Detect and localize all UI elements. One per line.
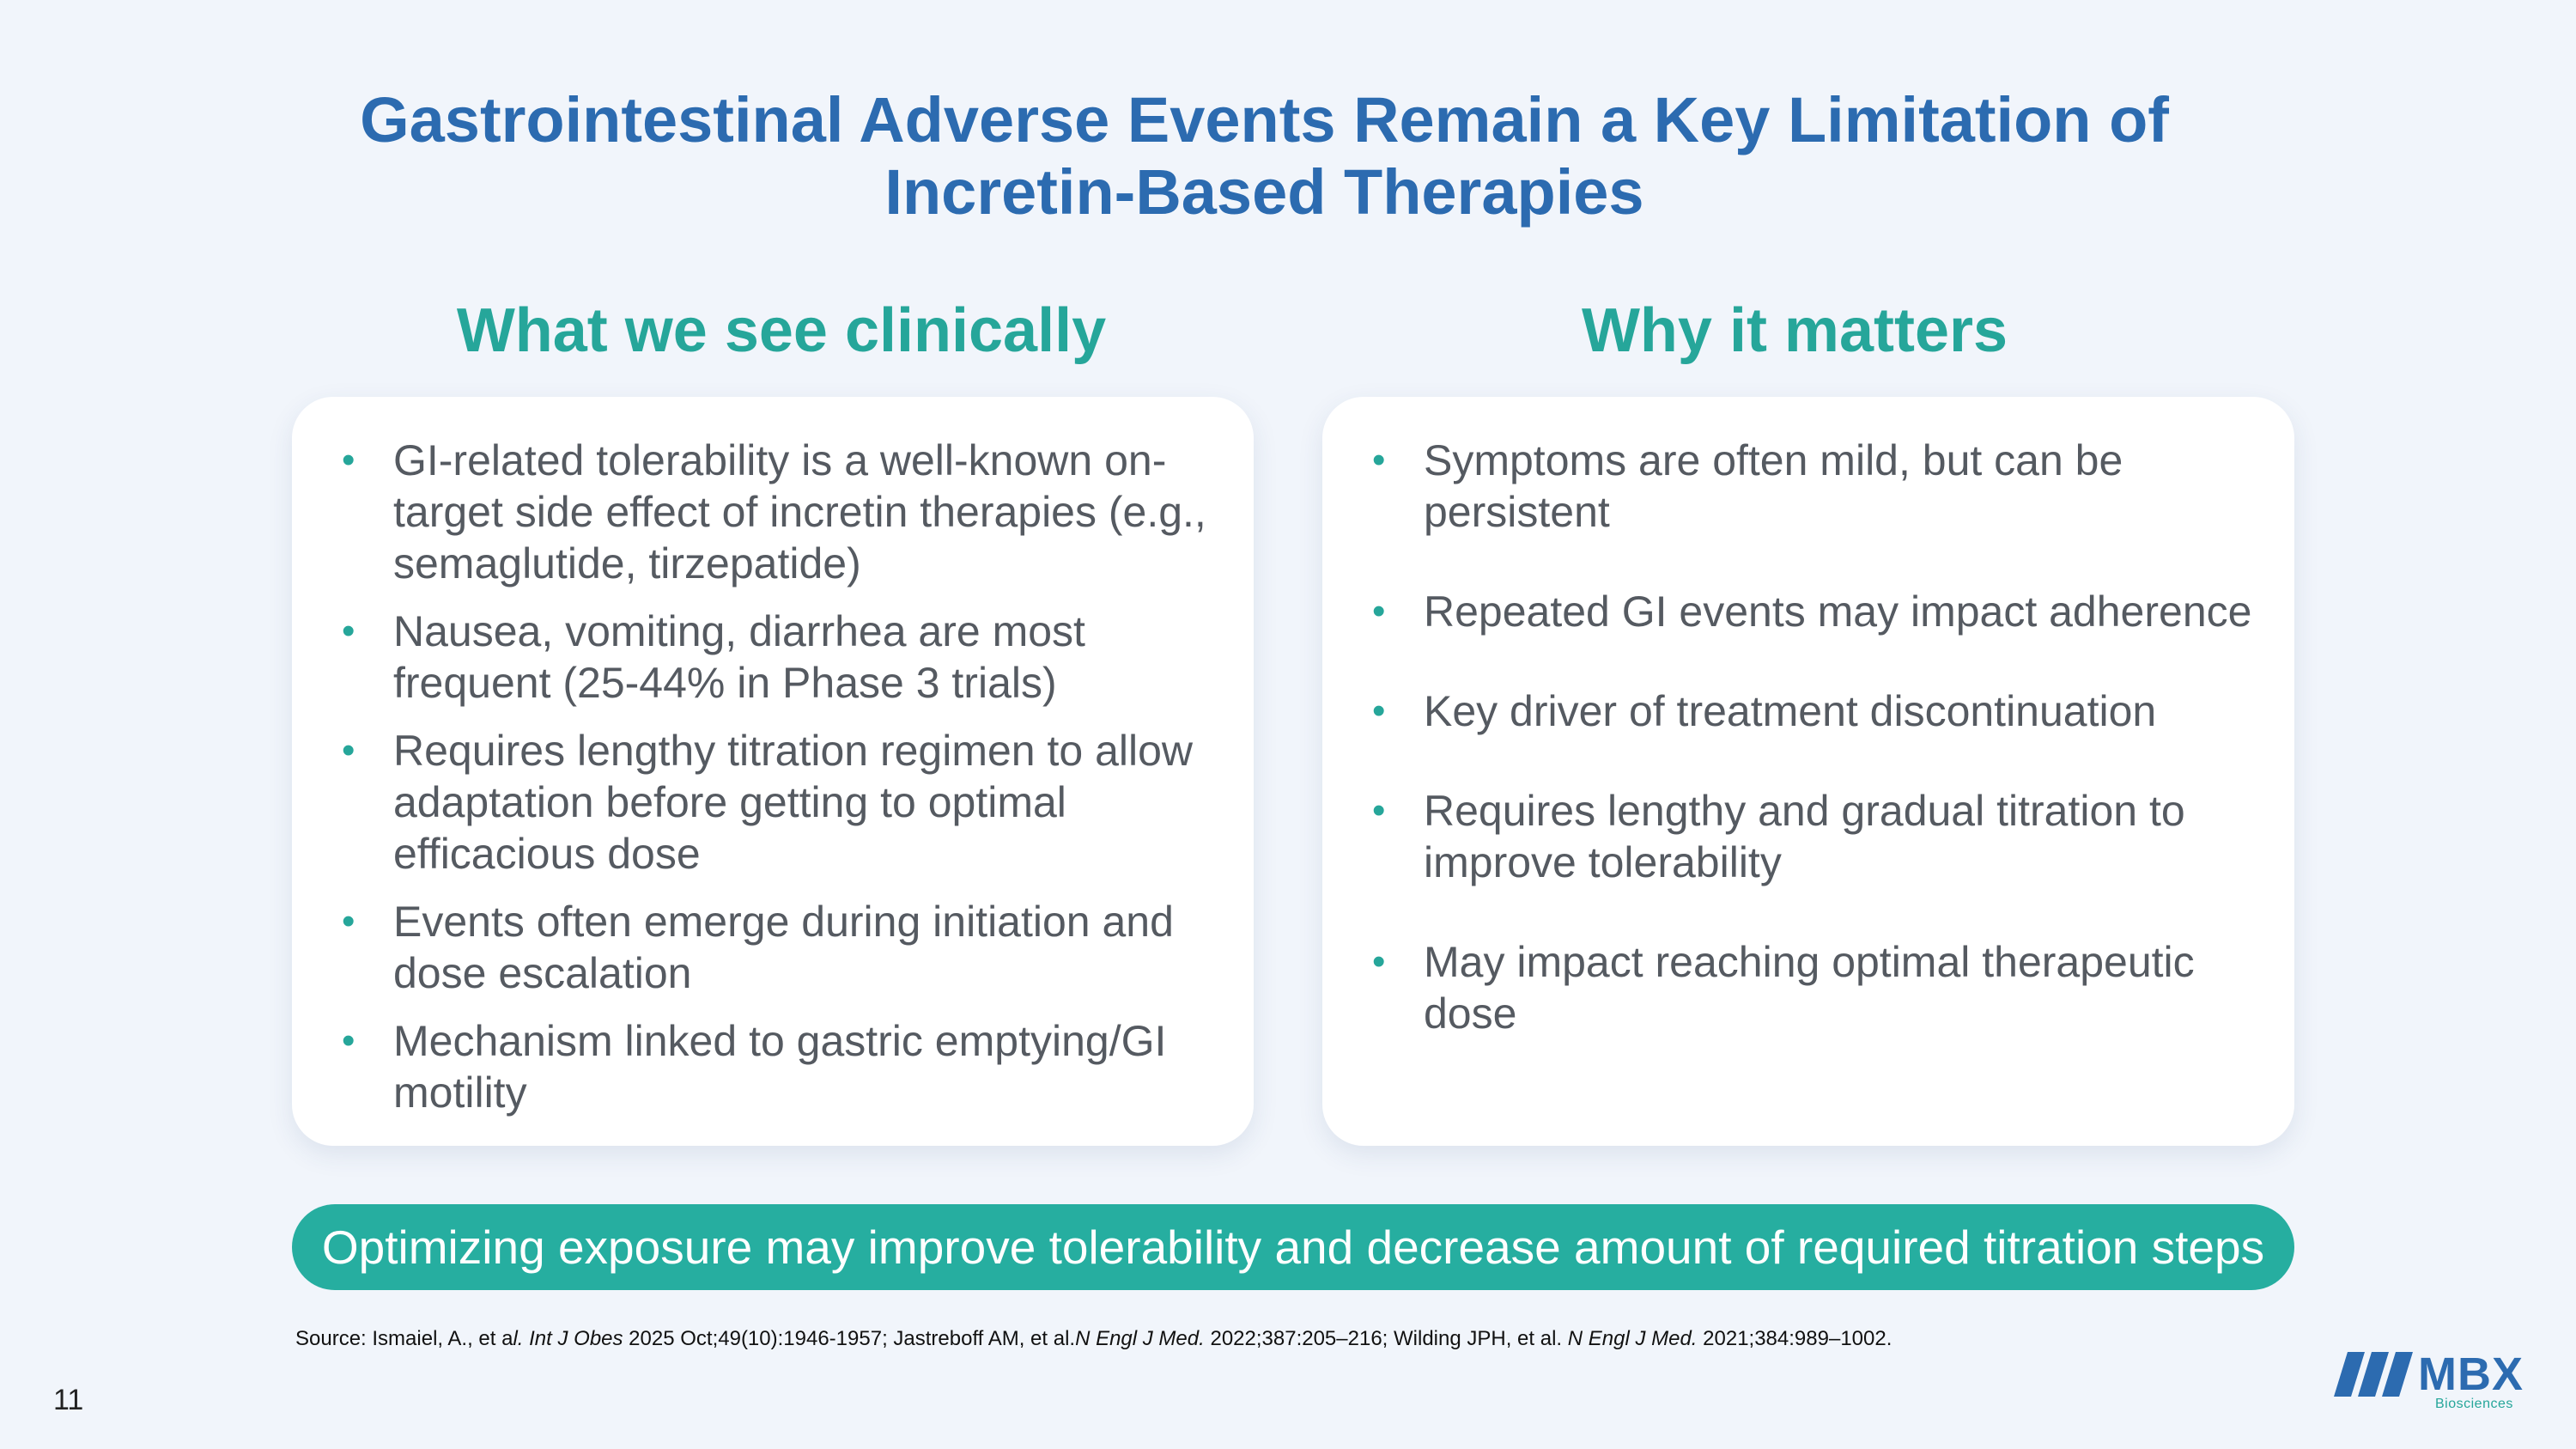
bullet-icon: • (1372, 590, 1386, 632)
bullet-icon: • (1372, 690, 1386, 732)
bullet-icon: • (1372, 439, 1386, 481)
bullet-text: Symptoms are often mild, but can be pers… (1424, 436, 2123, 536)
bullet-icon: • (342, 729, 355, 771)
page-number: 11 (53, 1384, 84, 1416)
slide-title-line-1: Gastrointestinal Adverse Events Remain a… (360, 84, 2169, 155)
why-it-matters-list: • Symptoms are often mild, but can be per… (1372, 435, 2260, 1039)
list-item: • Symptoms are often mild, but can be per… (1372, 435, 2260, 538)
company-logo: MBX Biosciences (2334, 1349, 2533, 1412)
bullet-icon: • (1372, 789, 1386, 831)
source-l-char: l. (513, 1327, 524, 1350)
source-prefix: Source: Ismaiel, A., et a (295, 1327, 513, 1350)
bullet-text: Requires lengthy titration regimen to al… (393, 727, 1194, 878)
bullet-text: GI-related tolerability is a well-known … (393, 436, 1206, 588)
list-item: • May impact reaching optimal therapeutic… (1372, 936, 2260, 1039)
slide-title-line-2: Incretin-Based Therapies (884, 156, 1644, 228)
bullet-text: Events often emerge during initiation an… (393, 898, 1174, 997)
list-item: • Requires lengthy titration regimen to a… (342, 725, 1219, 880)
bullet-text: Requires lengthy and gradual titration t… (1424, 787, 2185, 886)
clinical-observations-list: • GI-related tolerability is a well-known… (342, 435, 1219, 1118)
journal-name: N Engl J Med. (1075, 1327, 1205, 1350)
slide-title: Gastrointestinal Adverse Events Remain a… (172, 84, 2357, 228)
bullet-text: Mechanism linked to gastric emptying/GI … (393, 1017, 1167, 1117)
list-item: • Nausea, vomiting, diarrhea are most fre… (342, 606, 1219, 709)
journal-name: Int J Obes (529, 1327, 623, 1350)
bullet-icon: • (1372, 941, 1386, 983)
bullet-icon: • (342, 1020, 355, 1062)
bullet-text: May impact reaching optimal therapeutic … (1424, 938, 2195, 1038)
left-column-heading: What we see clinically (456, 296, 1107, 365)
bullet-text: Key driver of treatment discontinuation (1424, 687, 2157, 735)
logo-wordmark: MBX (2418, 1349, 2524, 1400)
citation-text: 2025 Oct;49(10):1946-1957; Jastreboff AM… (623, 1327, 1076, 1350)
bullet-text: Nausea, vomiting, diarrhea are most freq… (393, 607, 1085, 707)
list-item: • Key driver of treatment discontinuation (1372, 685, 2260, 737)
list-item: • Mechanism linked to gastric emptying/GI… (342, 1015, 1219, 1118)
why-it-matters-card: • Symptoms are often mild, but can be per… (1322, 397, 2294, 1146)
logo-subtext: Biosciences (2435, 1397, 2513, 1411)
list-item: • Events often emerge during initiation a… (342, 896, 1219, 999)
key-takeaway-banner: Optimizing exposure may improve tolerabi… (292, 1204, 2294, 1290)
bullet-text: Repeated GI events may impact adherence (1424, 588, 2252, 636)
bullet-icon: • (342, 610, 355, 652)
list-item: • GI-related tolerability is a well-known… (342, 435, 1219, 589)
citation-text: 2021;384:989–1002. (1697, 1327, 1893, 1350)
list-item: • Repeated GI events may impact adherence (1372, 586, 2260, 637)
list-item: • Requires lengthy and gradual titration … (1372, 785, 2260, 888)
citation-text: 2022;387:205–216; Wilding JPH, et al. (1204, 1327, 1563, 1350)
bullet-icon: • (342, 439, 355, 481)
right-column-heading: Why it matters (1581, 296, 2008, 365)
journal-name: N Engl J Med. (1567, 1327, 1698, 1350)
source-citation: Source: Ismaiel, A., et al. Int J Obes 2… (295, 1325, 1892, 1353)
mbx-logo-icon (2334, 1352, 2413, 1397)
clinical-observations-card: • GI-related tolerability is a well-known… (292, 397, 1254, 1146)
bullet-icon: • (342, 900, 355, 942)
